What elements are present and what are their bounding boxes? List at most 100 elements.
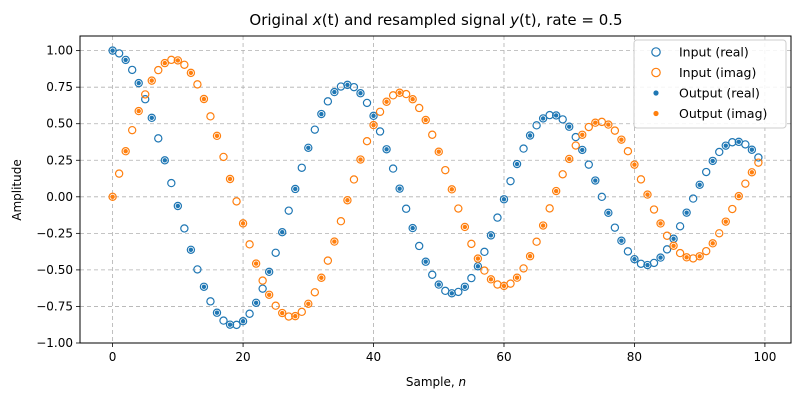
y-tick-label: −0.25 [36,226,73,240]
input-imag-point [551,186,561,196]
input-real-point [258,284,267,293]
y-tick-label: 0.00 [46,190,73,204]
input-real-point [538,114,548,123]
legend: Input (real) Input (imag) Output (real) Out… [633,39,787,129]
y-tick-label: 0.75 [46,80,73,94]
input-real-point [558,115,567,124]
output-imag-point [240,221,246,226]
output-imag-point [201,96,207,102]
output-imag-point [710,241,715,246]
input-real-point [708,156,717,166]
input-imag-point [317,273,326,282]
input-imag-point [630,160,639,169]
y-tick-label: 0.25 [46,153,73,167]
input-imag-point [330,237,339,246]
input-imag-point [623,146,633,156]
input-imag-point [591,118,600,127]
legend-marker [653,110,659,117]
input-imag-point [108,192,117,202]
input-imag-point [480,266,489,275]
input-imag-point [154,65,163,75]
output-imag-point [162,60,167,66]
input-real-point [154,134,163,143]
input-imag-point [186,68,196,78]
input-real-point [656,253,665,262]
input-real-point [454,287,463,297]
input-real-point [721,141,730,150]
input-imag-point [147,76,156,85]
output-real-point [227,322,233,327]
input-imag-point [349,175,359,184]
output-imag-point [188,70,194,76]
input-real-point [114,49,124,58]
output-real-point [410,225,415,231]
input-imag-point [343,196,352,205]
input-real-point [330,87,339,97]
output-real-point [188,247,194,252]
input-real-point [219,316,228,325]
input-imag-point [525,252,535,261]
output-real-point [749,147,755,152]
input-real-point [688,194,698,203]
output-real-point [332,89,337,95]
output-real-point [697,182,702,188]
input-imag-point [271,301,280,310]
input-real-point [375,127,385,136]
output-imag-point [540,223,546,228]
legend-label: Input (real) [679,45,749,60]
input-imag-point [225,174,235,184]
input-real-point [323,97,333,106]
input-imag-point [565,154,574,164]
input-real-point [264,267,274,277]
output-imag-point [397,90,402,95]
output-imag-point [501,283,507,289]
input-real-point [467,273,476,283]
output-real-point [436,282,441,287]
output-real-point [423,259,428,264]
input-real-point [232,320,241,330]
input-real-point [551,111,561,120]
input-real-point [754,153,763,162]
input-real-point [682,208,691,217]
input-real-point [304,143,313,152]
output-imag-point [306,301,311,306]
input-real-point [167,178,176,188]
input-imag-point [604,120,613,129]
input-real-point [369,111,378,121]
legend-label: Input (imag) [679,65,756,80]
output-real-point [645,262,650,268]
output-imag-point [723,219,728,224]
input-imag-point [160,58,169,68]
input-real-point [251,298,261,308]
input-imag-point [212,131,222,141]
x-tick-label: 0 [109,350,117,364]
input-imag-point [362,136,372,146]
input-real-point [349,82,359,92]
input-imag-point [297,307,306,317]
output-real-point [736,139,742,145]
output-imag-point [436,149,441,154]
input-imag-point [167,55,176,65]
y-axis-label: Amplitude [10,159,24,221]
input-real-point [388,164,398,173]
output-imag-point [619,137,624,142]
output-imag-point [606,122,611,127]
input-real-point [584,160,593,169]
input-real-point [147,113,156,123]
output-real-point [488,233,494,238]
input-real-point [408,223,417,233]
input-imag-point [754,158,763,167]
input-real-point [356,89,365,98]
input-imag-point [571,141,580,150]
output-real-point [567,124,572,129]
y-tick-label: 1.00 [46,44,73,58]
input-imag-point [278,308,287,318]
input-real-point [545,110,554,120]
output-real-point [593,178,598,183]
output-imag-point [749,170,755,175]
input-imag-point [519,264,528,273]
output-real-point [632,256,637,262]
input-real-point [245,309,254,318]
input-imag-point [421,115,430,125]
input-real-point [434,280,443,289]
